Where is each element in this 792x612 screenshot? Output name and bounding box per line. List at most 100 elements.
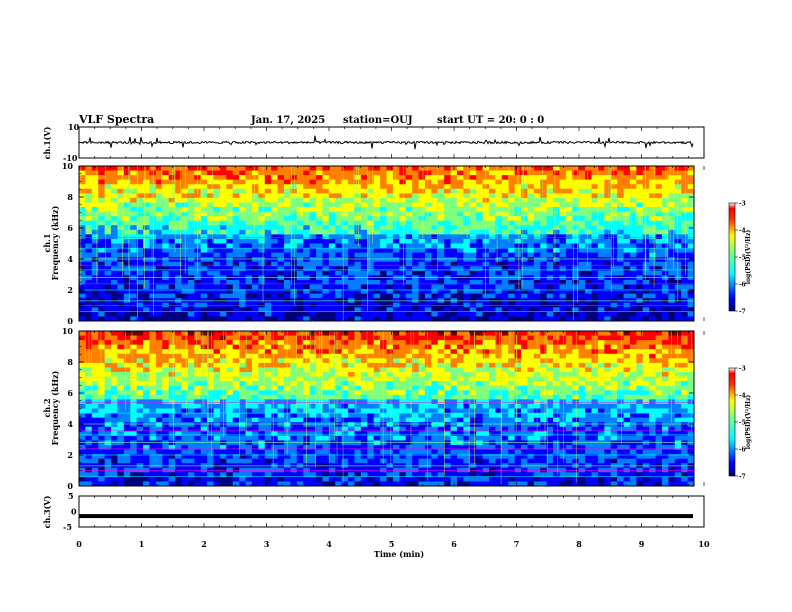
spectrogram-cell [207, 207, 214, 212]
spectrogram-cell [604, 252, 612, 258]
spectrogram-cell [277, 331, 285, 336]
spectrogram-cell [232, 403, 240, 409]
spectrogram-cell [79, 248, 86, 254]
spectrogram-cell [431, 229, 439, 235]
spectrogram-cell [213, 248, 221, 254]
spectrogram-cell [444, 367, 451, 373]
spectrogram-cell [585, 289, 592, 295]
spectrogram-cell [431, 316, 439, 322]
spectrogram-cell [373, 175, 381, 181]
spectrogram-cell [642, 335, 650, 341]
spectrogram-cell [565, 394, 573, 400]
spectrogram-cell [187, 362, 195, 368]
spectrogram-cell [533, 229, 541, 235]
spectrogram-cell [521, 353, 528, 359]
spectrogram-cell [258, 362, 266, 368]
spectrogram-cell [181, 372, 189, 377]
spectrogram-cell [341, 376, 349, 382]
spectrogram-cell [117, 220, 125, 226]
spectrogram-cell [655, 261, 663, 267]
spectrogram-cell [322, 385, 330, 391]
spectrogram-cell [604, 234, 612, 240]
spectrogram-cell [136, 248, 144, 254]
spectrogram-cell [508, 243, 516, 249]
spectrogram-cell [623, 170, 631, 176]
spectrogram-cell [642, 229, 650, 235]
spectrogram-cell [610, 220, 618, 226]
spectrogram-cell [207, 193, 214, 199]
spectrogram-cell [130, 279, 138, 285]
spectrogram-cell [482, 211, 490, 217]
spectrogram-cell [649, 340, 656, 346]
spectrogram-cell [316, 202, 323, 208]
spectrogram-cell [431, 344, 439, 350]
spectrogram-cell [360, 279, 368, 285]
spectrogram-cell [597, 367, 605, 373]
spectrogram-cell [296, 399, 304, 405]
spectrogram-cell [437, 261, 445, 267]
spectrogram-cell [629, 385, 637, 391]
spectrogram-cell [155, 362, 163, 368]
spectrogram-cell [610, 381, 618, 387]
spectrogram-cell [610, 289, 618, 295]
spectrogram-cell [175, 376, 182, 382]
spectrogram-cell [623, 335, 631, 341]
spectrogram-cell [123, 166, 131, 171]
spectrogram-cell [655, 316, 663, 322]
spectrogram-cell [175, 216, 182, 222]
spectrogram-cell [623, 316, 631, 322]
spectrogram-cell [392, 358, 400, 364]
spectrogram-cell [559, 202, 567, 208]
spectrogram-cell [661, 184, 669, 190]
spectrogram-cell [258, 385, 266, 391]
spectrogram-cell [489, 193, 496, 199]
spectrogram-cell [610, 234, 618, 240]
spectrogram-cell [367, 340, 375, 346]
spectrogram-cell [187, 234, 195, 240]
spectrogram-cell [104, 307, 112, 313]
spectrogram-cell [104, 248, 112, 254]
spectrogram-cell [444, 311, 451, 317]
spectrogram-cell [296, 353, 304, 359]
spectrogram-cell [239, 184, 246, 190]
spectrogram-cell [373, 344, 381, 350]
spectrogram-cell [380, 316, 387, 322]
spectrogram-cell [604, 381, 612, 387]
spectrogram-cell [386, 202, 394, 208]
spectrogram-cell [162, 358, 170, 364]
spectrogram-cell [111, 238, 118, 244]
spectrogram-cell [104, 225, 112, 231]
spectrogram-cell [597, 311, 605, 317]
spectrogram-cell [629, 184, 637, 190]
spectrogram-cell [328, 293, 336, 299]
spectrogram-cell [495, 179, 503, 185]
spectrogram-cell [578, 252, 586, 258]
ch1-spectrogram-image [79, 166, 695, 322]
spectrogram-cell [495, 358, 503, 364]
spectrogram-cell [559, 353, 567, 359]
spectrogram-cell [585, 284, 592, 290]
spectrogram-cell [360, 349, 368, 355]
spectrogram-cell [277, 225, 285, 231]
spectrogram-cell [540, 362, 548, 368]
spectrogram-cell [540, 175, 548, 181]
spectrogram-cell [585, 372, 592, 377]
spectrogram-cell [501, 225, 509, 231]
spectrogram-cell [629, 234, 637, 240]
spectrogram-cell [476, 184, 483, 190]
spectrogram-cell [226, 211, 234, 217]
spectrogram-cell [98, 284, 106, 290]
spectrogram-cell [98, 335, 106, 341]
spectrogram-cell [79, 403, 86, 409]
spectrogram-cell [559, 197, 567, 203]
spectrogram-cell [296, 381, 304, 387]
spectrogram-cell [335, 344, 343, 350]
spectrogram-cell [405, 311, 413, 317]
spectrogram-cell [309, 238, 317, 244]
spectrogram-cell [399, 279, 407, 285]
spectrogram-cell [277, 311, 285, 317]
spectrogram-cell [162, 349, 170, 355]
spectrogram-cell [649, 344, 656, 350]
spectrogram-cell [232, 335, 240, 341]
spectrogram-cell [348, 175, 355, 181]
